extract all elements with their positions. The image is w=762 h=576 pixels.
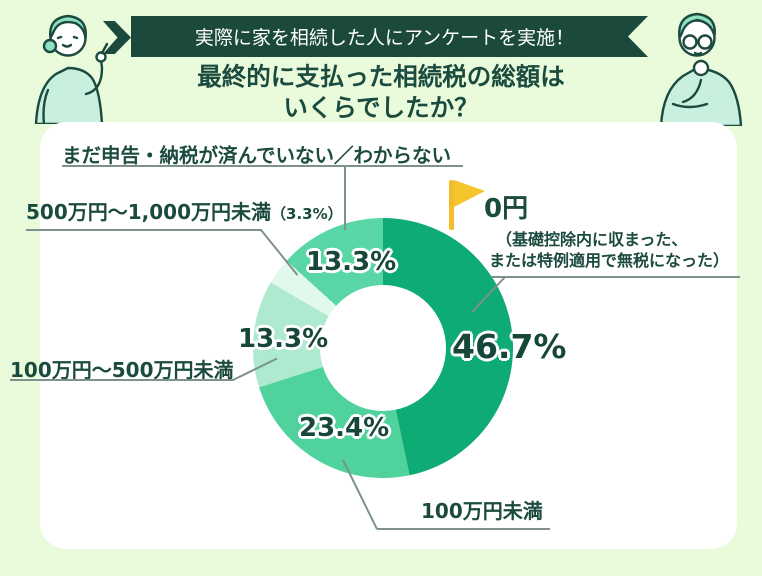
callout-underline-unknown — [62, 165, 463, 167]
person-left-illustration — [8, 6, 124, 126]
callout-underline-0yen — [491, 276, 740, 278]
callout-underline-under-1m — [377, 528, 550, 530]
callout-underline-5m-10m — [26, 229, 262, 231]
callout-label-unknown: まだ申告・納税が済んでいない／わからない — [62, 144, 452, 167]
flag-icon — [448, 179, 486, 235]
slice-value-0yen: 46.7% — [452, 327, 567, 366]
slice-value-unknown: 13.3% — [306, 247, 397, 277]
page-title: 最終的に支払った相続税の総額は いくらでしたか？ — [0, 61, 762, 123]
page-title-line1: 最終的に支払った相続税の総額は — [197, 62, 565, 91]
page-title-line2: いくらでしたか？ — [283, 93, 479, 122]
callout-label-5m-10m: 500万円〜1,000万円未満（3.3%） — [26, 196, 343, 225]
callout-label-0yen-sub1: （基礎控除内に収まった、 — [496, 230, 688, 249]
banner: 実際に家を相続した人にアンケートを実施！ — [131, 16, 648, 57]
callout-label-0yen-sub2: または特例適用で無税になった） — [489, 251, 730, 270]
slice-value-1m-5m: 13.3% — [238, 324, 329, 354]
callout-leader-unknown — [344, 166, 346, 230]
callout-label-5m-10m-pct: （3.3%） — [271, 205, 343, 223]
banner-label: 実際に家を相続した人にアンケートを実施！ — [194, 27, 575, 49]
pointing-woman-icon — [34, 14, 109, 126]
thinking-man-icon — [659, 12, 743, 128]
callout-label-0yen: 0円 — [484, 194, 529, 224]
person-right-illustration — [645, 4, 757, 128]
callout-underline-1m-5m — [10, 379, 234, 381]
callout-label-5m-10m-text: 500万円〜1,000万円未満 — [26, 200, 272, 224]
callout-label-under-1m: 100万円未満 — [421, 499, 543, 523]
donut-hole — [320, 285, 446, 411]
slice-value-under-1m: 23.4% — [299, 413, 390, 443]
callout-label-1m-5m: 100万円〜500万円未満 — [10, 358, 234, 382]
